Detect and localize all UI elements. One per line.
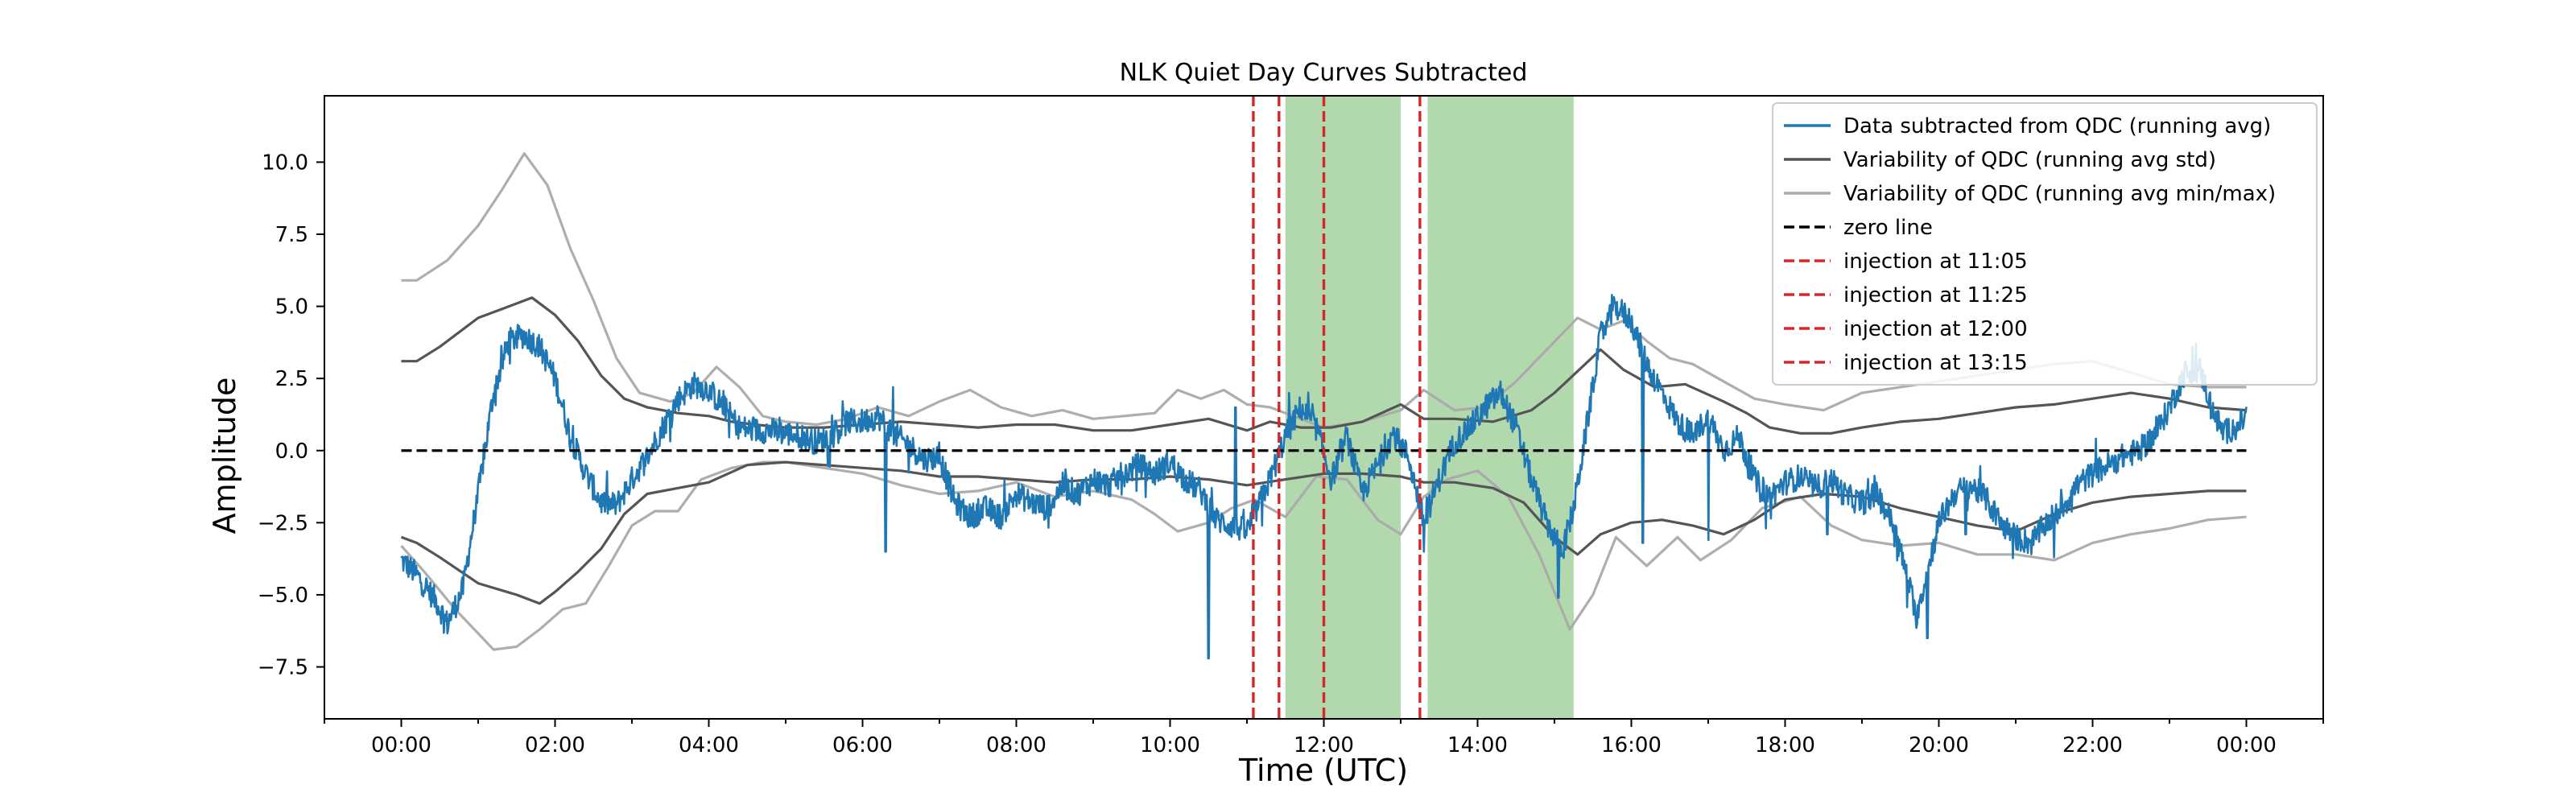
legend-label-1: Data subtracted from QDC (running avg)	[1843, 114, 2271, 138]
x-tick-label: 04:00	[679, 733, 739, 757]
x-tick-label: 16:00	[1601, 733, 1662, 757]
legend-box	[1772, 102, 2318, 386]
y-axis-label: Amplitude	[207, 378, 242, 535]
series-line-qdc-minmax-4	[400, 460, 2247, 651]
x-tick-label: 00:00	[371, 733, 431, 757]
plot-area: 00:00 02:00 04:00 06:00 08:00 10:00 12:00 14:00…	[258, 95, 2324, 757]
legend-label-6: injection at 11:25	[1843, 283, 2028, 308]
legend-label-2: Variability of QDC (running avg std)	[1843, 148, 2216, 172]
y-tick-label: 0.0	[275, 440, 308, 464]
x-tick-label: 06:00	[832, 733, 893, 757]
x-tick-label: 12:00	[1294, 733, 1354, 757]
x-tick-label: 00:00	[2216, 733, 2277, 757]
y-tick-label: −7.5	[258, 656, 308, 680]
legend-label-3: Variability of QDC (running avg min/max)	[1843, 182, 2276, 206]
y-tick-label: 2.5	[275, 367, 308, 391]
series-line-qdc-std-1	[401, 296, 2247, 435]
x-tick-label: 22:00	[2062, 733, 2123, 757]
legend-label-7: injection at 12:00	[1843, 317, 2028, 341]
series-group	[400, 152, 2248, 660]
y-tick-label: 5.0	[275, 295, 308, 320]
y-tick-label: −2.5	[258, 511, 308, 535]
y-tick-label: −5.0	[258, 584, 308, 608]
x-tick-label: 02:00	[525, 733, 585, 757]
x-tick-label: 20:00	[1909, 733, 1969, 757]
y-tick-label: 7.5	[275, 223, 308, 247]
series-line-qdc-minmax-3	[401, 152, 2247, 429]
y-tick-label: 10.0	[262, 151, 308, 175]
legend: Data subtracted from QDC (running avg) Va…	[1772, 102, 2318, 386]
x-tick-label: 08:00	[986, 733, 1046, 757]
x-axis-label: Time (UTC)	[1238, 753, 1408, 788]
legend-label-5: injection at 11:05	[1843, 250, 2028, 274]
x-tick-label: 18:00	[1755, 733, 1815, 757]
shaded-region-1	[1285, 96, 1401, 719]
x-tick-label: 10:00	[1140, 733, 1200, 757]
x-tick-label: 14:00	[1447, 733, 1508, 757]
series-line-qdc-std-2	[400, 460, 2247, 605]
chart-title: NLK Quiet Day Curves Subtracted	[1120, 59, 1528, 87]
legend-label-4: zero line	[1843, 216, 1933, 240]
legend-label-8: injection at 13:15	[1843, 351, 2028, 375]
